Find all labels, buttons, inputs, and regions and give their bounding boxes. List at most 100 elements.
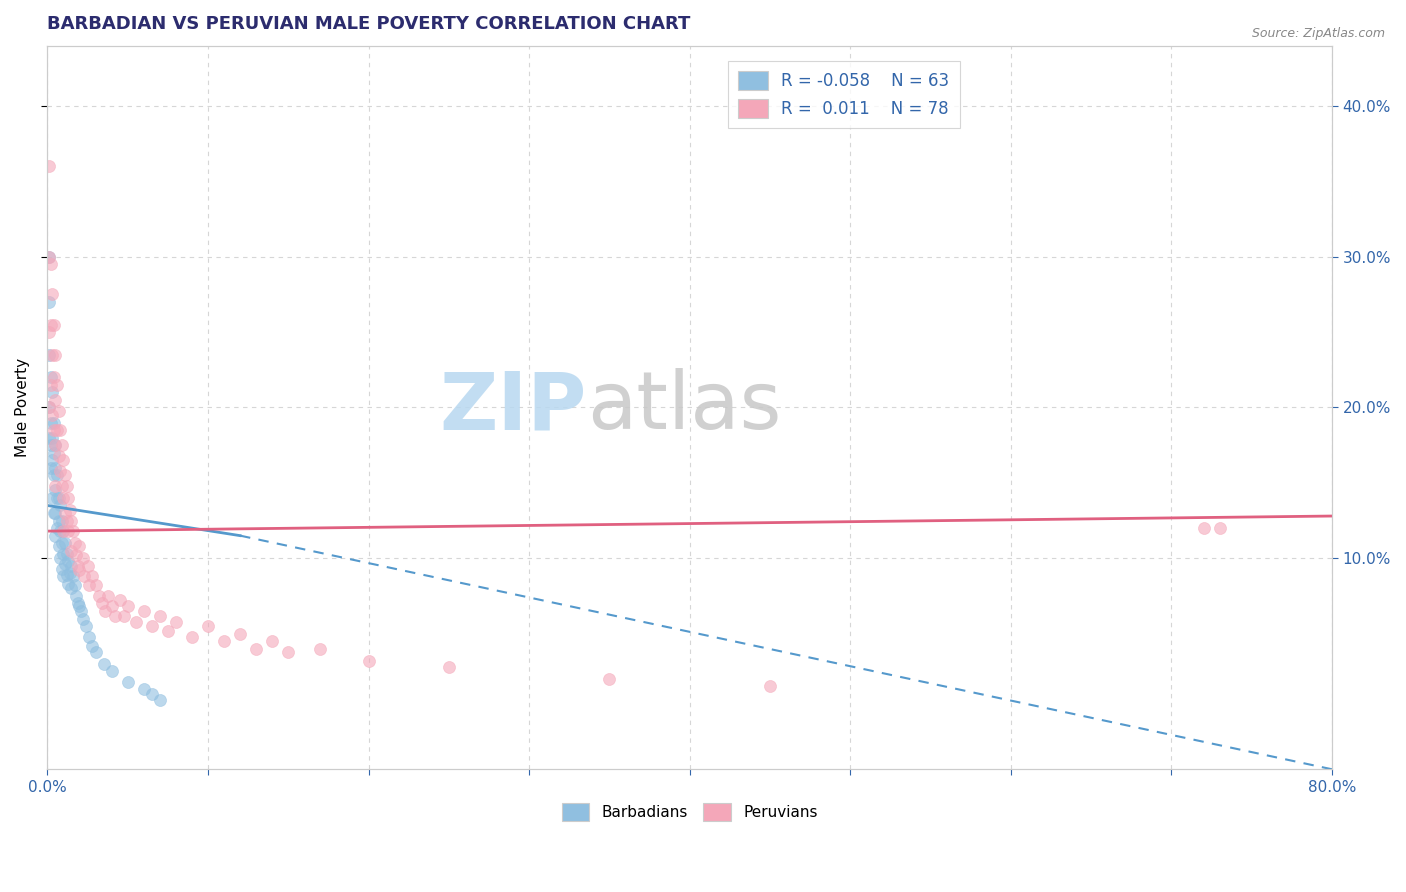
Point (72, 551, 94, 566)
Point (49, 524, 72, 538)
Point (46, 491, 69, 505)
Point (58, 554, 80, 568)
Point (48, 449, 70, 463)
Point (38, 431, 60, 445)
Point (63, 578, 86, 592)
Point (93, 657, 115, 671)
Point (44, 460, 66, 475)
Point (437, 660, 460, 674)
Point (38, 348, 60, 362)
Point (39, 377, 62, 392)
Point (76, 558, 98, 573)
Point (44, 479, 66, 493)
Point (49, 464, 72, 478)
Point (44, 392, 66, 407)
Point (149, 608, 172, 623)
Point (41, 408, 63, 422)
Point (42, 416, 65, 430)
Point (39, 318, 62, 332)
Point (60, 543, 83, 558)
Point (598, 672, 620, 686)
Point (100, 665, 122, 679)
Point (51, 562, 73, 576)
Point (100, 599, 122, 614)
Point (52, 569, 75, 583)
Point (52, 547, 75, 561)
Point (41, 348, 63, 362)
Point (58, 524, 80, 538)
Point (117, 674, 139, 689)
Point (69, 563, 91, 577)
Point (41, 491, 63, 505)
Point (759, 679, 782, 693)
Point (65, 548, 87, 562)
Point (82, 639, 104, 653)
Point (59, 503, 82, 517)
Point (180, 630, 202, 644)
Point (44, 506, 66, 520)
Point (48, 514, 70, 528)
Point (165, 615, 187, 629)
Point (44, 528, 66, 542)
Point (42, 506, 65, 520)
Point (46, 521, 69, 535)
Point (44, 483, 66, 498)
Point (48, 403, 70, 417)
Point (42, 318, 65, 332)
Point (117, 599, 139, 614)
Point (141, 687, 163, 701)
Point (77, 578, 100, 592)
Point (52, 524, 75, 538)
Point (87, 589, 110, 603)
Point (73, 569, 96, 583)
Point (114, 608, 136, 623)
Point (38, 250, 60, 264)
Point (65, 589, 87, 603)
Point (49, 499, 72, 513)
Point (44, 438, 66, 452)
Point (48, 539, 70, 553)
Point (51, 536, 73, 550)
Point (1192, 521, 1215, 535)
Point (75, 619, 97, 633)
Point (108, 593, 131, 607)
Point (53, 558, 76, 572)
Point (49, 551, 72, 566)
Point (141, 619, 163, 633)
Point (132, 604, 155, 618)
Point (41, 431, 63, 445)
Point (38, 295, 60, 310)
Point (94, 604, 117, 618)
Point (46, 377, 69, 392)
Point (52, 491, 75, 505)
Y-axis label: Male Poverty: Male Poverty (15, 358, 30, 457)
Point (48, 491, 70, 505)
Point (66, 558, 89, 573)
Point (55, 514, 77, 528)
Point (42, 370, 65, 384)
Point (156, 624, 179, 638)
Point (197, 619, 219, 633)
Point (38, 325, 60, 339)
Point (82, 569, 104, 583)
Point (55, 547, 77, 561)
Point (46, 423, 69, 437)
Text: atlas: atlas (586, 368, 782, 447)
Point (39, 460, 62, 475)
Point (58, 491, 80, 505)
Point (62, 524, 84, 538)
Point (52, 453, 75, 467)
Point (69, 599, 91, 614)
Point (60, 558, 83, 573)
Legend: Barbadians, Peruvians: Barbadians, Peruvians (555, 797, 824, 827)
Point (245, 641, 267, 656)
Point (62, 569, 84, 583)
Point (42, 446, 65, 460)
Point (66, 597, 89, 611)
Point (60, 582, 83, 596)
Point (55, 479, 77, 493)
Point (44, 438, 66, 452)
Point (59, 566, 82, 581)
Point (38, 250, 60, 264)
Point (41, 385, 63, 400)
